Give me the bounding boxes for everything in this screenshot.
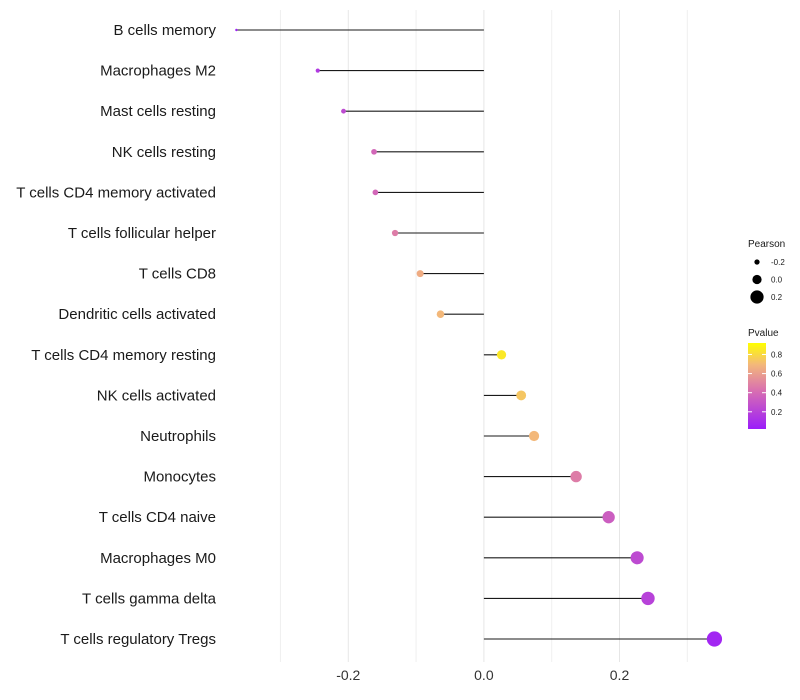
category-label-11: Monocytes	[143, 469, 216, 486]
x-tick-label: 0.0	[474, 667, 494, 683]
point-5	[391, 229, 399, 237]
point-11	[570, 470, 582, 483]
size-legend-dot	[752, 274, 762, 285]
category-label-0: B cells memory	[113, 22, 216, 39]
category-label-4: T cells CD4 memory activated	[16, 184, 216, 201]
category-label-1: Macrophages M2	[100, 63, 216, 80]
category-label-8: T cells CD4 memory resting	[31, 347, 216, 364]
category-label-10: Neutrophils	[140, 428, 216, 445]
size-legend-dot	[750, 290, 764, 304]
point-9	[516, 390, 527, 401]
category-labels: B cells memory Macrophages M2 Mast cells r…	[16, 22, 216, 648]
x-tick-label: 0.2	[610, 667, 630, 683]
color-legend-title: Pvalue	[748, 328, 779, 339]
point-4	[372, 189, 379, 196]
size-legend-entries: -0.2 0.0 0.2	[750, 258, 785, 304]
category-label-3: NK cells resting	[112, 144, 216, 161]
x-tick-label: -0.2	[336, 667, 360, 683]
color-legend-ticks: 0.8 0.6 0.4 0.2	[748, 350, 783, 417]
category-label-6: T cells CD8	[139, 266, 216, 283]
point-8	[496, 350, 507, 360]
lollipop-points	[235, 28, 723, 647]
category-label-5: T cells follicular helper	[68, 225, 216, 242]
point-1	[315, 68, 320, 73]
color-legend-label: 0.2	[771, 408, 783, 417]
category-label-9: NK cells activated	[97, 387, 216, 404]
point-14	[641, 591, 655, 606]
category-label-2: Mast cells resting	[100, 103, 216, 120]
grid-lines	[279, 10, 688, 662]
legend: Pearson -0.2 0.0 0.2 Pvalue 0.8 0.6 0.4 0.2	[748, 239, 785, 429]
point-7	[436, 310, 445, 318]
size-legend-label: 0.2	[771, 293, 783, 302]
category-label-12: T cells CD4 naive	[99, 509, 216, 526]
size-legend-label: -0.2	[771, 258, 785, 267]
lollipop-stems	[236, 29, 715, 640]
point-2	[341, 108, 346, 114]
size-legend-label: 0.0	[771, 276, 783, 285]
category-label-14: T cells gamma delta	[82, 590, 217, 607]
category-label-15: T cells regulatory Tregs	[60, 631, 216, 648]
size-legend-title: Pearson	[748, 239, 785, 250]
point-0	[235, 28, 238, 32]
category-label-13: Macrophages M0	[100, 550, 216, 567]
color-legend-label: 0.8	[771, 350, 783, 359]
point-10	[528, 430, 540, 442]
point-13	[630, 551, 644, 565]
color-legend-label: 0.6	[771, 370, 783, 379]
color-legend-label: 0.4	[771, 389, 783, 398]
x-axis-ticks: -0.2 0.0 0.2	[336, 667, 629, 683]
size-legend-dot	[754, 259, 760, 265]
point-3	[371, 148, 377, 155]
category-label-7: Dendritic cells activated	[58, 306, 216, 323]
point-6	[416, 270, 424, 278]
point-12	[602, 511, 615, 524]
point-15	[706, 631, 723, 647]
color-legend-bar	[748, 343, 766, 429]
